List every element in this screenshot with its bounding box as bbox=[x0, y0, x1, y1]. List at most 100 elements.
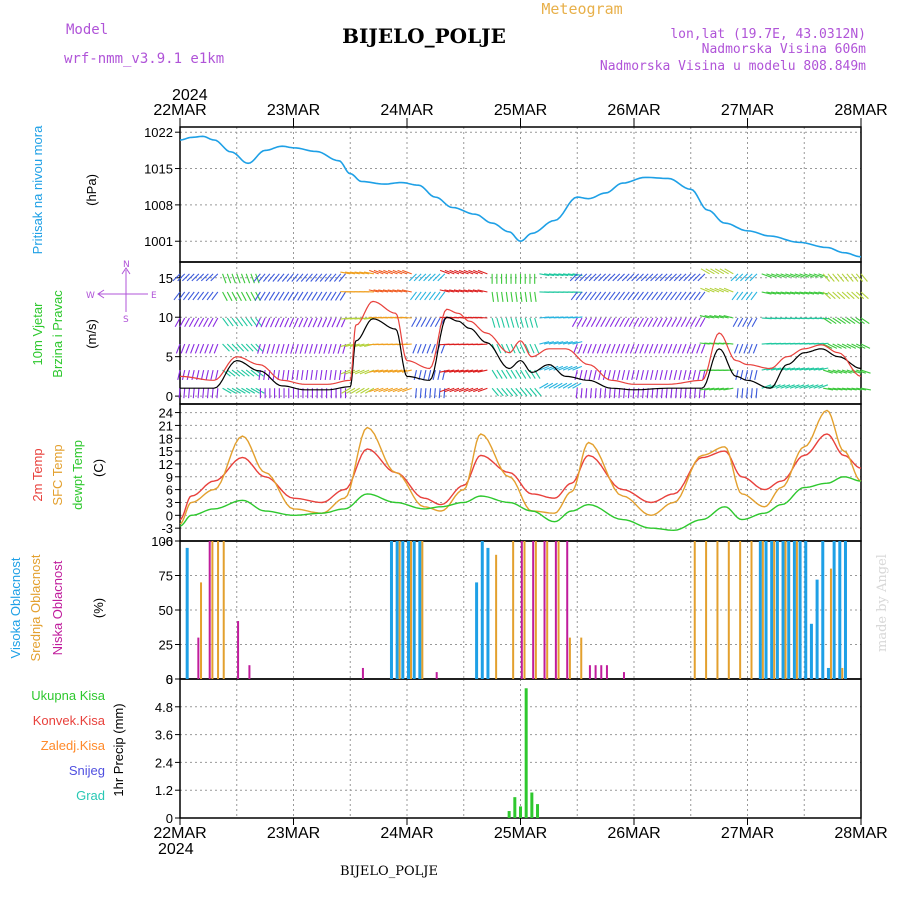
cloud-low-bar bbox=[555, 541, 557, 679]
wind-arrow bbox=[861, 344, 870, 348]
wind-arrow bbox=[286, 344, 289, 354]
wind-arrow bbox=[833, 344, 842, 348]
compass-e: E bbox=[151, 291, 157, 301]
elevation-text: Nadmorska Visina 606m bbox=[702, 42, 867, 57]
model-name: wrf-nmm_v3.9.1 e1km bbox=[64, 51, 224, 67]
wind-arrow bbox=[333, 344, 336, 354]
wind-arrow bbox=[641, 370, 643, 380]
wind-arrow bbox=[710, 288, 719, 292]
cloud-high-bar bbox=[486, 548, 489, 679]
clouds-ytick-label: 50 bbox=[159, 603, 173, 618]
cloud-ylabel-mid: Srednja Oblacnost bbox=[28, 554, 43, 661]
wind-arrow bbox=[695, 388, 696, 398]
cloud-mid-bar bbox=[785, 541, 787, 679]
cloud-mid-bar bbox=[512, 541, 514, 679]
wind-arrow bbox=[332, 318, 336, 327]
wind-arrow bbox=[719, 288, 728, 292]
wind-arrow bbox=[424, 370, 426, 380]
wind-arrow bbox=[272, 344, 275, 354]
wind-arrow bbox=[672, 318, 677, 327]
cloud-mid-bar bbox=[535, 541, 537, 679]
wind-arrow bbox=[435, 318, 440, 327]
wind-arrow bbox=[610, 318, 615, 327]
wind-arrow bbox=[430, 388, 431, 398]
wind-ytick-label: 0 bbox=[166, 389, 173, 404]
wind-arrow bbox=[670, 370, 672, 380]
wind-arrow bbox=[620, 318, 625, 327]
cloud-low-bar bbox=[436, 672, 438, 679]
wind-arrow bbox=[194, 318, 199, 327]
cloud-high-bar bbox=[418, 541, 421, 679]
cloud-low-bar bbox=[248, 665, 250, 679]
wind-arrow bbox=[506, 292, 507, 302]
x-label-bottom: 28MAR bbox=[834, 825, 887, 842]
wind-arrow bbox=[339, 370, 340, 380]
footer-station: BIJELO_POLJE bbox=[340, 864, 438, 879]
wind-arrow bbox=[697, 344, 701, 353]
wind-arrow bbox=[525, 318, 528, 328]
wind-arrow bbox=[736, 370, 738, 380]
wind-arrow bbox=[506, 318, 509, 328]
cloud-mid-bar bbox=[211, 541, 213, 679]
cloud-mid-bar bbox=[728, 541, 730, 679]
wind-arrow bbox=[682, 344, 686, 353]
wind-arrow bbox=[206, 370, 208, 380]
wind-arrow bbox=[619, 388, 620, 398]
wind-arrow bbox=[516, 292, 517, 302]
wind-arrow bbox=[530, 292, 531, 302]
wind-arrow bbox=[755, 370, 757, 380]
wind-arrow bbox=[700, 288, 709, 292]
wind-arrow bbox=[271, 318, 275, 327]
wind-arrow bbox=[710, 269, 719, 274]
wind-arrow bbox=[574, 344, 578, 353]
wind-arrow bbox=[185, 318, 190, 327]
wind-arrow bbox=[205, 344, 209, 353]
wind-arrow bbox=[720, 269, 729, 274]
wind-arrow bbox=[833, 318, 841, 324]
wind-arrow bbox=[329, 344, 332, 354]
wind-arrow bbox=[847, 344, 856, 348]
wind-arrow bbox=[289, 318, 293, 327]
wind-arrow bbox=[416, 318, 421, 327]
wind-arrow bbox=[287, 370, 288, 380]
wind-arrow bbox=[739, 344, 743, 353]
cloud-mid-bar bbox=[796, 541, 798, 679]
x-label-top: 27MAR bbox=[721, 102, 774, 119]
wind-arrow bbox=[187, 370, 189, 380]
x-label-top: 24MAR bbox=[380, 102, 433, 119]
cloud-low-bar bbox=[209, 541, 211, 679]
cloud-mid-bar bbox=[569, 638, 571, 679]
wind-arrow bbox=[591, 318, 596, 327]
wind-arrow bbox=[227, 388, 236, 393]
wind-arrow bbox=[281, 344, 284, 354]
wind-arrow bbox=[525, 292, 526, 302]
wind-arrow bbox=[516, 318, 519, 328]
wind-arrow bbox=[582, 318, 587, 327]
x-label-top: 25MAR bbox=[494, 102, 547, 119]
wind-arrow bbox=[606, 318, 611, 327]
wind-arrow bbox=[605, 388, 606, 398]
precip-ytick-label: 0 bbox=[166, 811, 173, 826]
wind-arrow bbox=[686, 318, 691, 327]
wind-arrow bbox=[842, 344, 851, 348]
wind-arrow bbox=[338, 344, 341, 354]
wind-arrow bbox=[418, 344, 422, 353]
wind-arrow bbox=[502, 318, 505, 328]
wind-arrow bbox=[583, 344, 587, 353]
cloud-mid-bar bbox=[716, 541, 718, 679]
cloud-mid-bar bbox=[558, 541, 560, 679]
wind-arrow bbox=[241, 388, 250, 393]
wind-ylabel-line2: Brzina i Pravac bbox=[50, 290, 65, 378]
wind-arrow bbox=[227, 274, 230, 283]
wind-arrow bbox=[310, 344, 313, 354]
x-label-top: 28MAR bbox=[834, 102, 887, 119]
wind-arrow bbox=[751, 388, 752, 398]
wind-arrow bbox=[335, 370, 336, 380]
legend-snow: Snijeg bbox=[69, 763, 105, 778]
cloud-mid-bar bbox=[223, 541, 225, 679]
wind-arrow bbox=[264, 370, 265, 380]
wind-arrow bbox=[198, 388, 199, 398]
cloud-high-bar bbox=[390, 541, 393, 679]
wind-arrow bbox=[837, 318, 845, 324]
wind-arrow bbox=[223, 292, 228, 301]
